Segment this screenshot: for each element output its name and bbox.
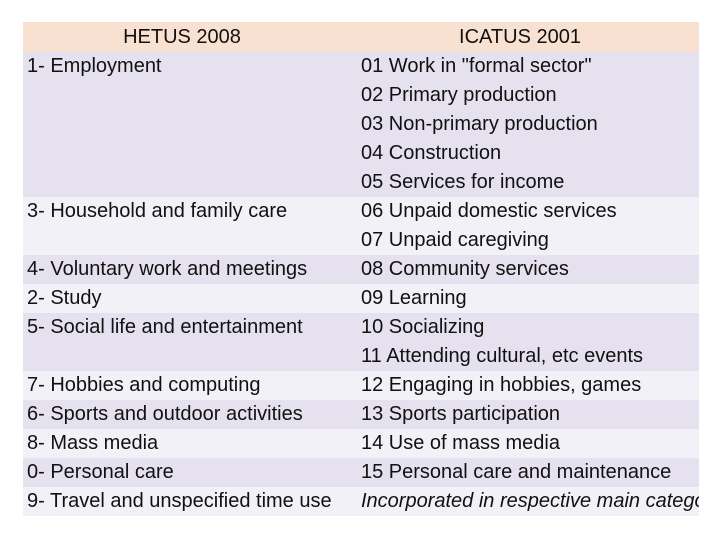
hetus-category: 1- Employment [23, 52, 341, 197]
icatus-category: 05 Services for income [341, 168, 699, 197]
table-body: 1- Employment 01 Work in "formal sector" 0… [23, 52, 699, 516]
table-row: 04 Construction [23, 139, 699, 168]
icatus-category: 07 Unpaid caregiving [341, 226, 699, 255]
table-row: 7- Hobbies and computing 12 Engaging in h… [23, 371, 699, 400]
icatus-category: 08 Community services [341, 255, 699, 284]
table-row: 07 Unpaid caregiving [23, 226, 699, 255]
table-row: 6- Sports and outdoor activities 13 Sport… [23, 400, 699, 429]
header-icatus: ICATUS 2001 [341, 22, 699, 52]
table-row: 8- Mass media 14 Use of mass media [23, 429, 699, 458]
icatus-category: 12 Engaging in hobbies, games [341, 371, 699, 400]
hetus-category: 6- Sports and outdoor activities [23, 400, 341, 429]
hetus-category: 4- Voluntary work and meetings [23, 255, 341, 284]
icatus-category: Incorporated in respective main categori… [341, 487, 699, 516]
table-row: 0- Personal care 15 Personal care and mai… [23, 458, 699, 487]
table-row: 1- Employment 01 Work in "formal sector" [23, 52, 699, 197]
icatus-category: 03 Non-primary production [341, 110, 699, 139]
table-row: 03 Non-primary production [23, 110, 699, 139]
icatus-category: 10 Socializing [341, 313, 699, 342]
hetus-category: 9- Travel and unspecified time use [23, 487, 341, 516]
icatus-category: 06 Unpaid domestic services [341, 197, 699, 226]
table-row: 4- Voluntary work and meetings 08 Communi… [23, 255, 699, 284]
icatus-category: 14 Use of mass media [341, 429, 699, 458]
header-hetus: HETUS 2008 [23, 22, 341, 52]
hetus-category: 7- Hobbies and computing [23, 371, 341, 400]
hetus-category: 2- Study [23, 284, 341, 313]
icatus-category: 09 Learning [341, 284, 699, 313]
table-row: 02 Primary production [23, 81, 699, 110]
hetus-category: 5- Social life and entertainment [23, 313, 341, 371]
table-row: 11 Attending cultural, etc events [23, 342, 699, 371]
icatus-category: 01 Work in "formal sector" [341, 52, 699, 81]
hetus-category: 8- Mass media [23, 429, 341, 458]
table-row: 3- Household and family care 06 Unpaid do… [23, 197, 699, 255]
hetus-category: 0- Personal care [23, 458, 341, 487]
table-row: 5- Social life and entertainment 10 Socia… [23, 313, 699, 371]
table-row: 2- Study 09 Learning [23, 284, 699, 313]
table-header-row: HETUS 2008 ICATUS 2001 [23, 22, 699, 52]
hetus-category: 3- Household and family care [23, 197, 341, 255]
classification-table: HETUS 2008 ICATUS 2001 1- Employment 01 W… [23, 22, 699, 516]
icatus-category: 11 Attending cultural, etc events [341, 342, 699, 371]
icatus-category: 02 Primary production [341, 81, 699, 110]
icatus-category: 15 Personal care and maintenance [341, 458, 699, 487]
table-row: 05 Services for income [23, 168, 699, 197]
icatus-category: 13 Sports participation [341, 400, 699, 429]
icatus-category: 04 Construction [341, 139, 699, 168]
table-row: 9- Travel and unspecified time use Incorp… [23, 487, 699, 516]
